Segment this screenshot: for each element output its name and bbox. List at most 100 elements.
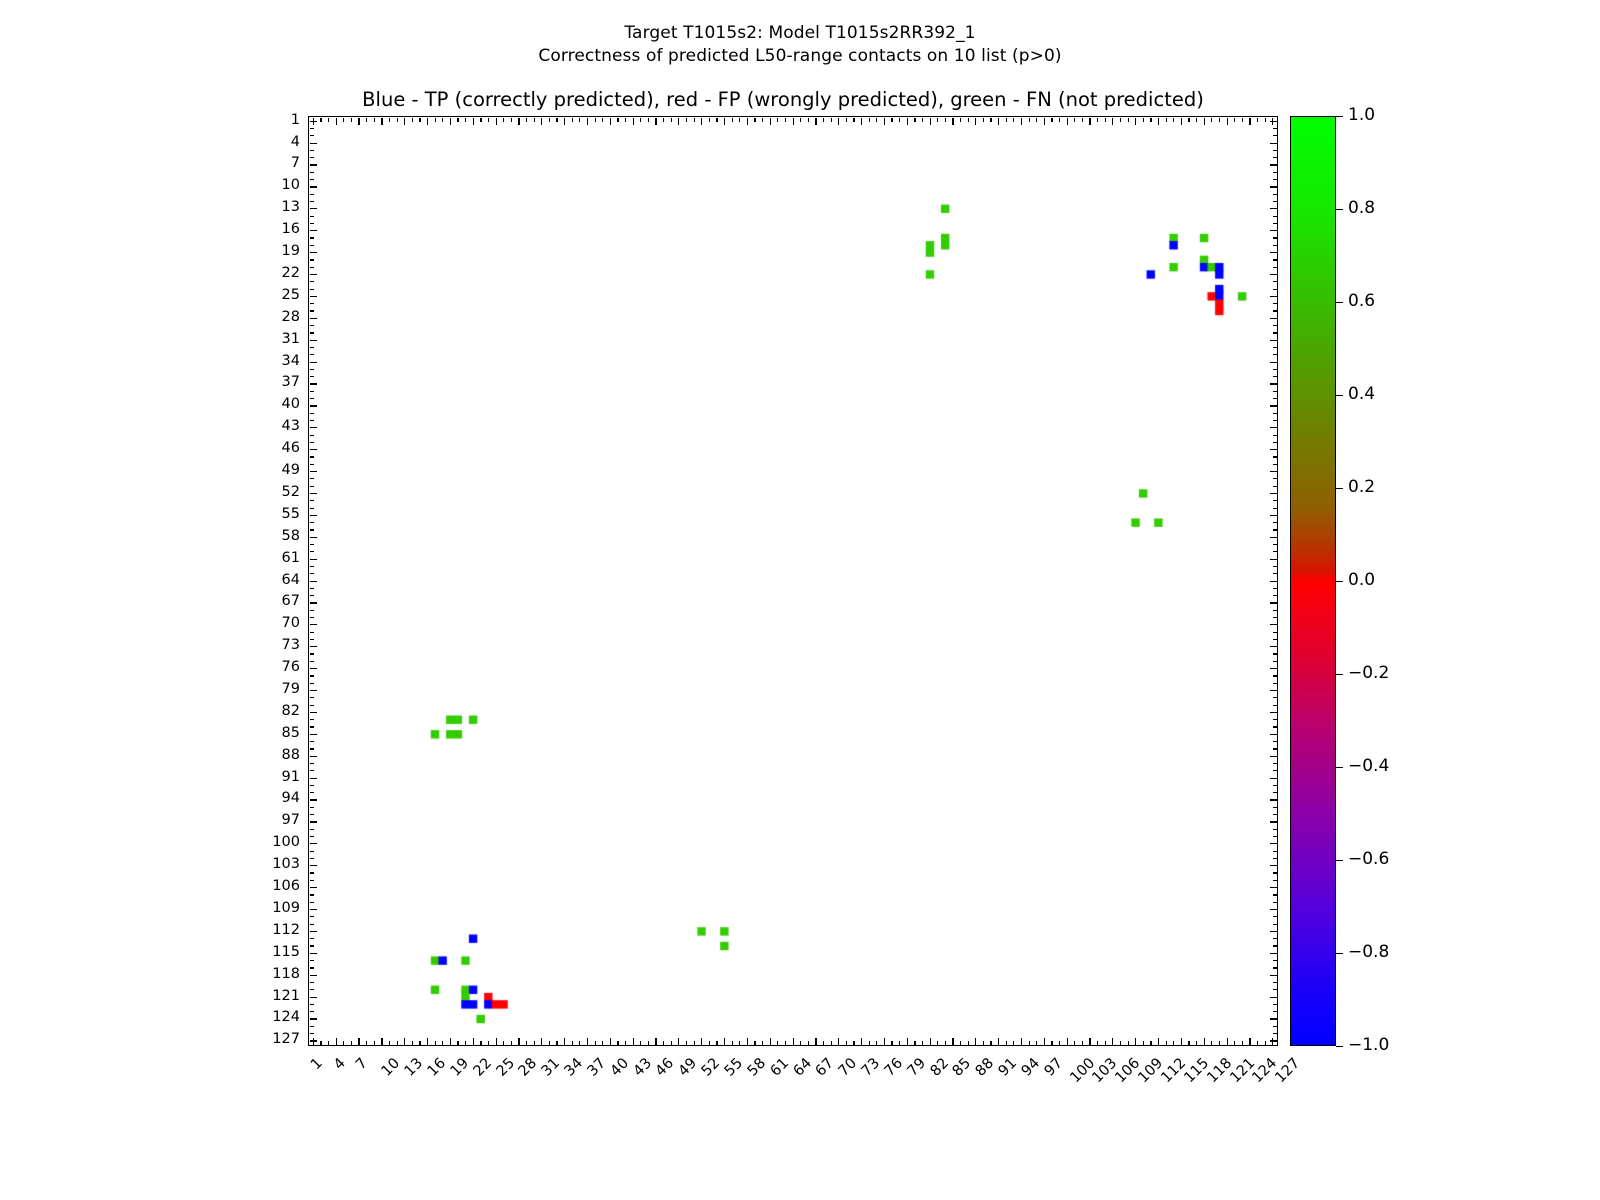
axis-tick bbox=[310, 558, 317, 560]
axis-tick bbox=[1273, 638, 1277, 641]
axis-tick bbox=[1157, 1038, 1160, 1045]
axis-tick bbox=[1273, 237, 1277, 239]
axis-tick bbox=[495, 1038, 497, 1045]
axis-tick bbox=[1273, 500, 1277, 502]
colorbar-tick bbox=[1336, 860, 1343, 862]
axis-tick bbox=[830, 118, 832, 122]
axis-tick bbox=[310, 230, 317, 232]
axis-tick bbox=[1270, 843, 1277, 845]
axis-tick bbox=[822, 118, 825, 122]
x-tick-label: 7 bbox=[353, 1055, 372, 1074]
axis-tick bbox=[1270, 295, 1277, 298]
axis-tick bbox=[1119, 118, 1122, 122]
axis-tick bbox=[396, 118, 398, 122]
axis-tick bbox=[792, 1038, 794, 1045]
axis-tick bbox=[807, 1041, 809, 1045]
axis-tick bbox=[807, 118, 809, 122]
axis-tick bbox=[1273, 1033, 1277, 1035]
figure-title-block: Target T1015s2: Model T1015s2RR392_1 Cor… bbox=[0, 22, 1600, 68]
axis-tick bbox=[1273, 894, 1277, 896]
axis-tick bbox=[310, 733, 317, 735]
axis-tick bbox=[1273, 719, 1277, 721]
axis-tick bbox=[693, 1041, 695, 1045]
x-tick-label: 61 bbox=[767, 1055, 792, 1080]
axis-tick bbox=[310, 157, 314, 159]
axis-tick bbox=[335, 118, 337, 125]
axis-tick bbox=[1273, 259, 1277, 261]
axis-tick bbox=[310, 500, 314, 502]
axis-tick bbox=[310, 1011, 314, 1013]
axis-tick bbox=[594, 1041, 596, 1045]
axis-tick bbox=[310, 602, 317, 604]
axis-tick bbox=[1270, 908, 1277, 911]
axis-tick bbox=[510, 118, 512, 122]
axis-tick bbox=[310, 668, 317, 670]
x-tick-label: 76 bbox=[881, 1055, 906, 1080]
axis-tick bbox=[310, 624, 317, 626]
axis-tick bbox=[1273, 310, 1277, 312]
axis-tick bbox=[1270, 186, 1277, 188]
axis-tick bbox=[1273, 814, 1277, 816]
axis-tick bbox=[1180, 118, 1182, 125]
axis-tick bbox=[952, 1038, 954, 1045]
axis-tick bbox=[1150, 118, 1152, 122]
axis-tick bbox=[442, 118, 444, 122]
axis-tick bbox=[310, 135, 314, 137]
axis-tick bbox=[1273, 595, 1277, 597]
y-tick-label: 19 bbox=[281, 243, 300, 260]
axis-tick bbox=[1264, 1041, 1266, 1045]
axis-tick bbox=[1097, 118, 1099, 122]
axis-tick bbox=[1165, 118, 1167, 122]
axis-tick bbox=[731, 1041, 733, 1045]
axis-tick bbox=[1203, 118, 1205, 125]
axis-tick bbox=[1273, 434, 1277, 436]
axis-tick bbox=[1249, 1038, 1251, 1045]
axis-tick bbox=[883, 1038, 886, 1045]
y-tick-label: 115 bbox=[272, 943, 300, 960]
axis-tick bbox=[310, 806, 314, 808]
axis-tick bbox=[975, 118, 977, 125]
x-tick-label: 64 bbox=[790, 1055, 815, 1080]
axis-tick bbox=[716, 118, 718, 122]
axis-tick bbox=[310, 792, 314, 794]
axis-tick bbox=[480, 1041, 482, 1045]
colorbar-tick bbox=[1336, 116, 1343, 118]
axis-tick bbox=[1020, 118, 1023, 125]
colorbar-tick-label: −1.0 bbox=[1348, 1035, 1390, 1055]
axis-tick bbox=[731, 118, 733, 122]
axis-tick bbox=[310, 507, 314, 509]
x-tick-label: 52 bbox=[698, 1055, 724, 1080]
axis-tick bbox=[373, 1041, 375, 1045]
axis-tick bbox=[366, 1041, 368, 1045]
axis-tick bbox=[310, 930, 317, 933]
axis-tick bbox=[472, 118, 474, 125]
axis-tick bbox=[1273, 288, 1277, 290]
axis-tick bbox=[1270, 755, 1277, 757]
y-tick-label: 64 bbox=[281, 571, 300, 588]
y-tick-label: 16 bbox=[281, 221, 300, 238]
axis-tick bbox=[1273, 748, 1277, 750]
contact-map-canvas bbox=[309, 117, 1276, 1044]
axis-tick bbox=[624, 1041, 627, 1045]
axis-tick bbox=[1273, 1003, 1277, 1006]
axis-tick bbox=[1270, 624, 1277, 626]
x-axis-tick-labels: 1 4 7 10 13 16 19 22 25 28 31 34 37 40 43 46 49 52 55 58 61 6… bbox=[308, 1050, 1304, 1140]
axis-tick bbox=[310, 675, 314, 677]
y-tick-label: 88 bbox=[281, 746, 300, 763]
axis-tick bbox=[358, 1038, 360, 1045]
axis-tick bbox=[310, 660, 314, 662]
axis-tick bbox=[1135, 1038, 1137, 1045]
y-tick-label: 73 bbox=[281, 637, 300, 654]
axis-tick bbox=[1273, 529, 1277, 531]
axis-tick bbox=[1273, 325, 1277, 327]
axis-tick bbox=[1081, 118, 1084, 122]
axis-tick bbox=[310, 631, 314, 633]
axis-tick bbox=[503, 1041, 505, 1045]
axis-tick bbox=[1270, 361, 1277, 363]
axis-tick bbox=[564, 118, 566, 125]
axis-tick bbox=[602, 118, 604, 122]
axis-tick bbox=[1270, 668, 1277, 670]
axis-tick bbox=[310, 704, 314, 706]
y-tick-label: 118 bbox=[272, 965, 300, 982]
axis-tick bbox=[310, 281, 314, 283]
